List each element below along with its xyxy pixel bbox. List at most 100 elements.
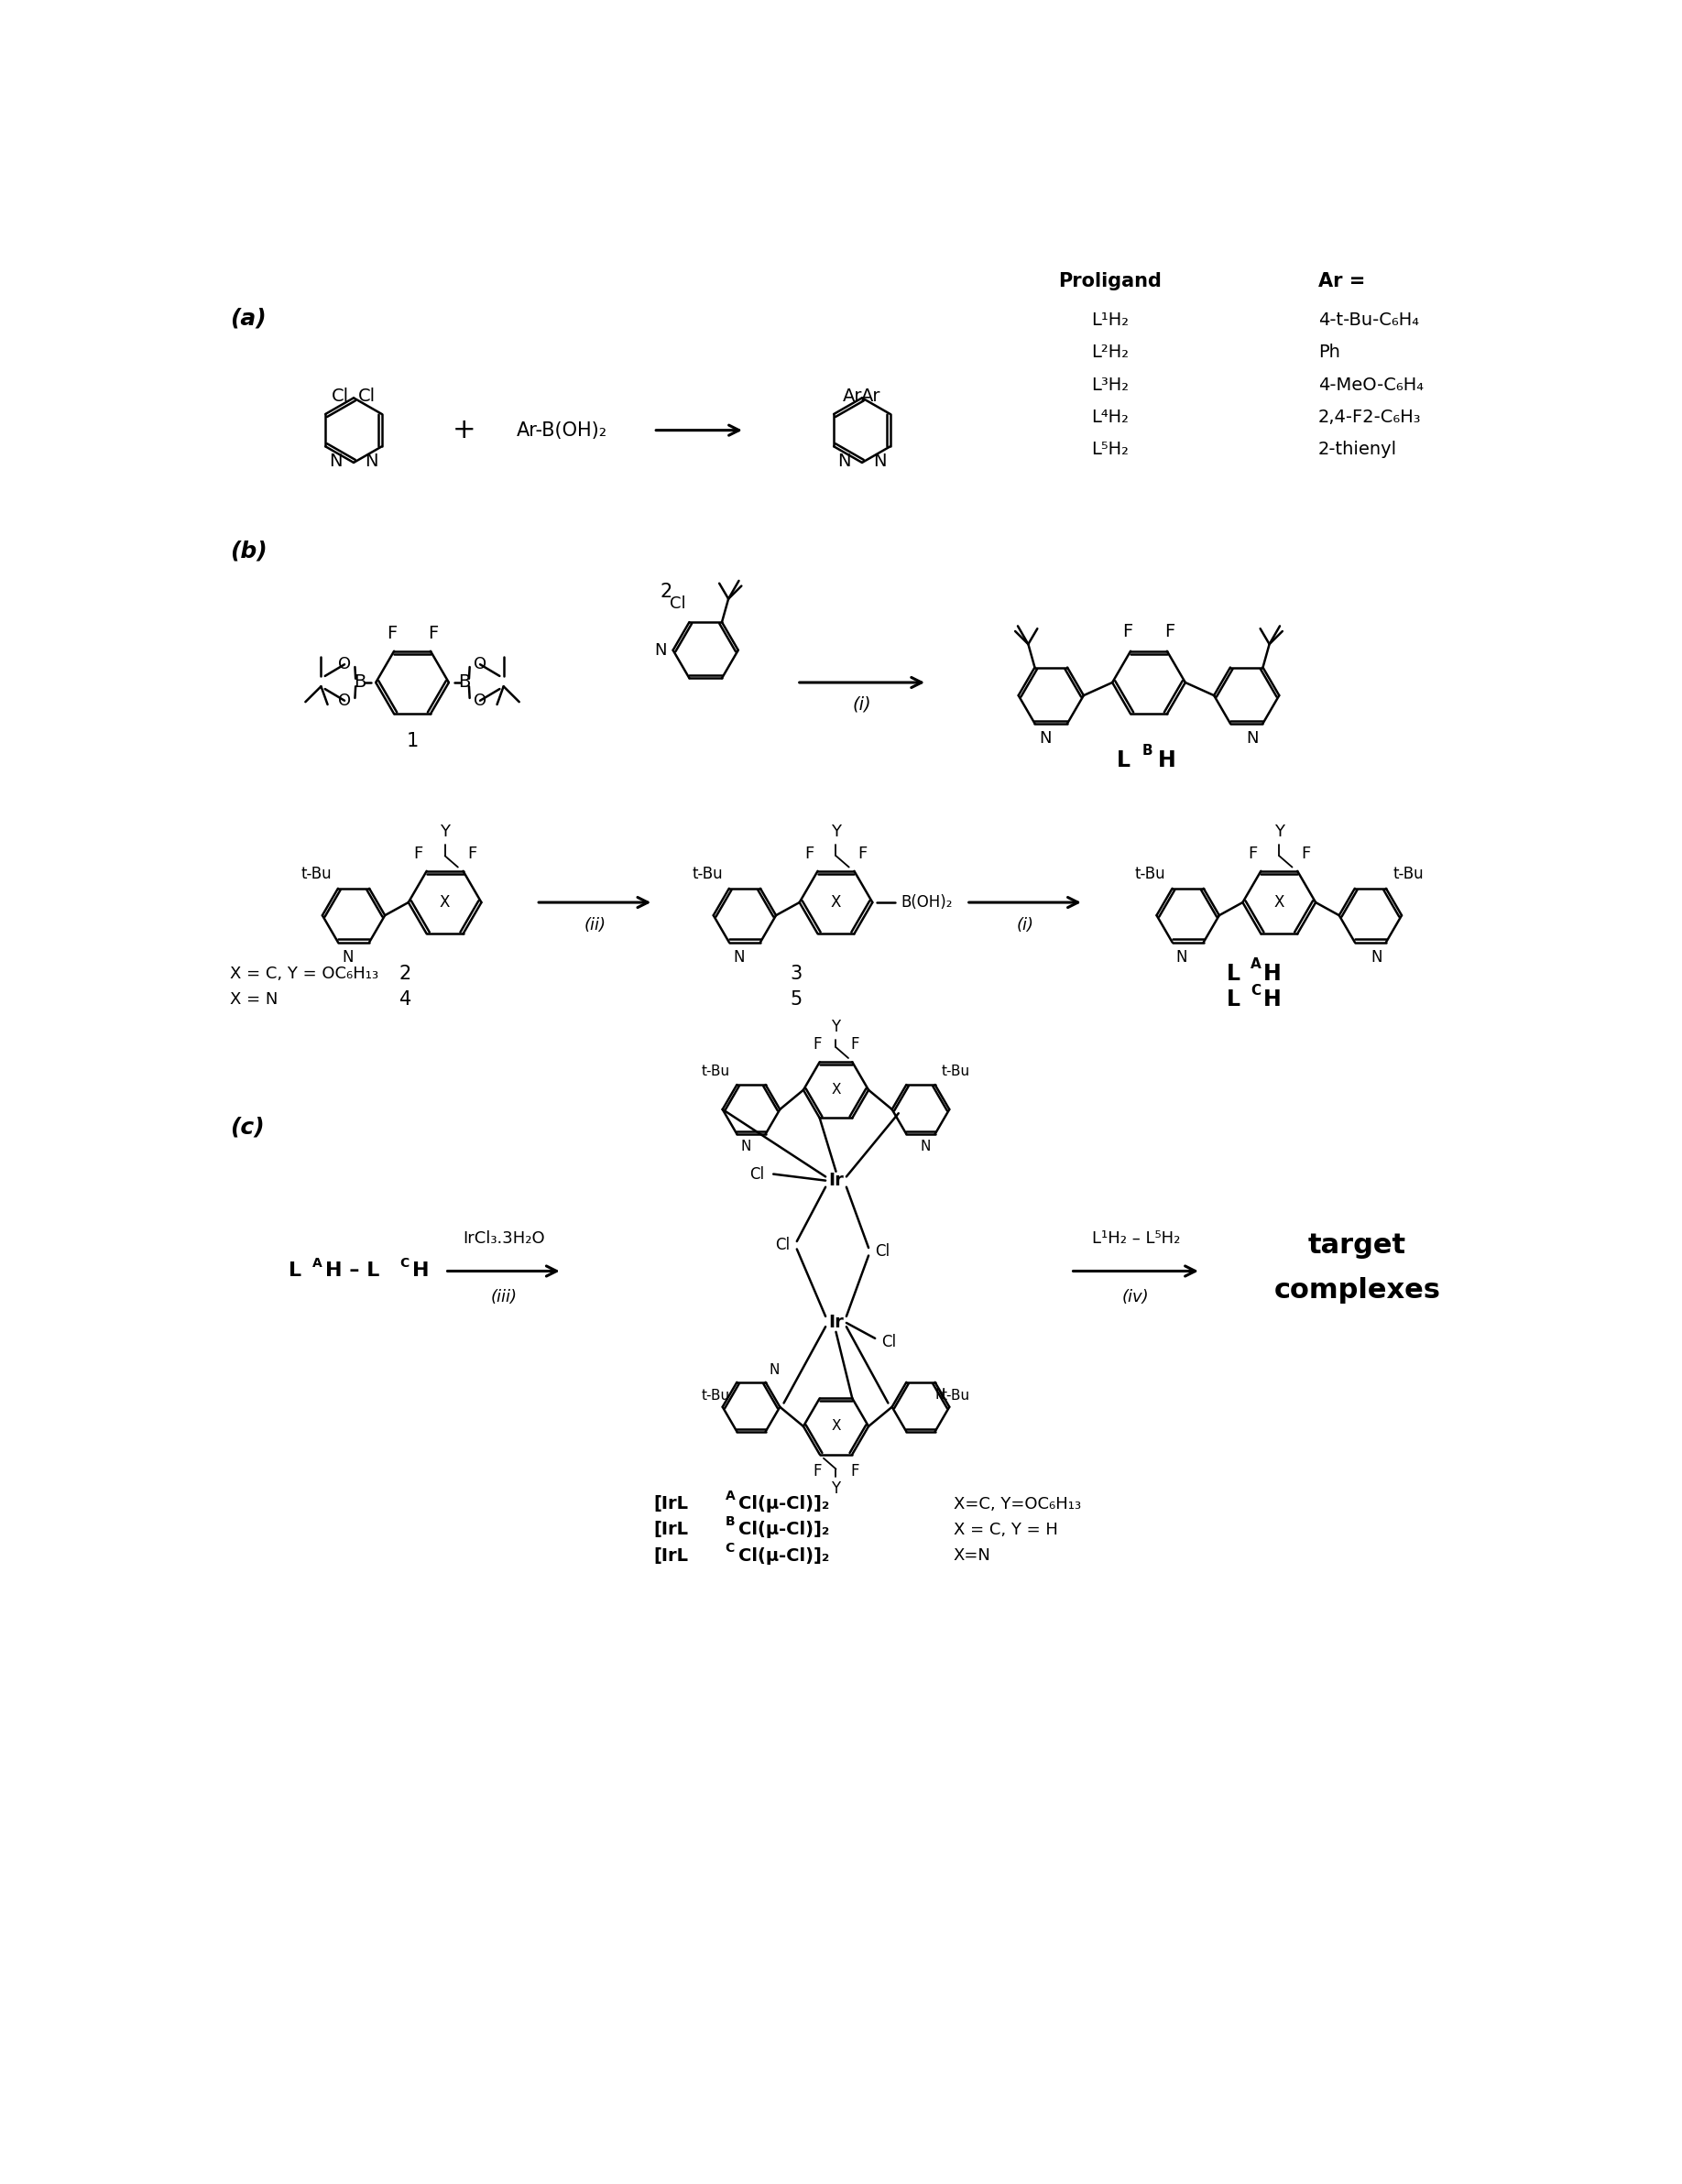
Text: Cl(μ-Cl)]₂: Cl(μ-Cl)]₂ <box>738 1546 829 1564</box>
Text: [IrL: [IrL <box>654 1546 688 1564</box>
Text: F: F <box>1164 622 1174 640</box>
Text: X = N: X = N <box>230 992 278 1007</box>
Text: O: O <box>474 692 486 710</box>
Text: Ph: Ph <box>1319 343 1341 360</box>
Text: Ir: Ir <box>828 1173 844 1190</box>
Text: Cl(μ-Cl)]₂: Cl(μ-Cl)]₂ <box>738 1496 829 1514</box>
Text: Y: Y <box>1275 823 1283 841</box>
Text: H: H <box>1263 989 1282 1011</box>
Text: t-Bu: t-Bu <box>701 1064 730 1079</box>
Text: X=C, Y=OC₆H₁₃: X=C, Y=OC₆H₁₃ <box>954 1496 1082 1511</box>
Text: Cl: Cl <box>358 387 375 404</box>
Text: Ar: Ar <box>861 387 881 404</box>
Text: Cl(μ-Cl)]₂: Cl(μ-Cl)]₂ <box>738 1520 829 1538</box>
Text: N: N <box>935 1389 945 1402</box>
Text: F: F <box>1124 622 1134 640</box>
Text: Cl: Cl <box>669 596 685 612</box>
Text: N: N <box>740 1140 752 1153</box>
Text: H – L: H – L <box>325 1262 380 1280</box>
Text: 2: 2 <box>399 965 412 983</box>
Text: 2: 2 <box>659 583 673 601</box>
Text: F: F <box>427 625 439 642</box>
Text: N: N <box>330 452 343 470</box>
Text: N: N <box>1371 948 1383 965</box>
Text: L: L <box>289 1262 301 1280</box>
Text: N: N <box>341 948 353 965</box>
Text: complexes: complexes <box>1273 1278 1441 1304</box>
Text: F: F <box>468 845 476 863</box>
Text: +: + <box>452 417 476 443</box>
Text: H: H <box>1263 963 1282 985</box>
Text: (c): (c) <box>230 1116 264 1138</box>
Text: N: N <box>365 452 378 470</box>
Text: Y: Y <box>831 1020 841 1035</box>
Text: Ar: Ar <box>843 387 863 404</box>
Text: N: N <box>873 452 886 470</box>
Text: (iv): (iv) <box>1122 1289 1149 1306</box>
Text: (a): (a) <box>230 308 266 330</box>
Text: Y: Y <box>831 823 841 841</box>
Text: L⁴H₂: L⁴H₂ <box>1092 408 1129 426</box>
Text: target: target <box>1309 1232 1406 1258</box>
Text: F: F <box>387 625 397 642</box>
Text: L³H₂: L³H₂ <box>1092 376 1129 393</box>
Text: Y: Y <box>441 823 449 841</box>
Text: F: F <box>812 1037 821 1053</box>
Text: O: O <box>474 655 486 673</box>
Text: F: F <box>414 845 422 863</box>
Text: X: X <box>439 893 451 911</box>
Text: O: O <box>338 655 352 673</box>
Text: F: F <box>1302 845 1310 863</box>
Text: Cl: Cl <box>875 1243 890 1260</box>
Text: 3: 3 <box>791 965 802 983</box>
Text: 4-MeO-C₆H₄: 4-MeO-C₆H₄ <box>1319 376 1423 393</box>
Text: [IrL: [IrL <box>654 1496 688 1514</box>
Text: [IrL: [IrL <box>654 1520 688 1538</box>
Text: L¹H₂ – L⁵H₂: L¹H₂ – L⁵H₂ <box>1092 1230 1179 1247</box>
Text: C: C <box>1250 983 1262 998</box>
Text: t-Bu: t-Bu <box>701 1389 730 1402</box>
Text: Cl: Cl <box>881 1334 897 1350</box>
Text: X=N: X=N <box>954 1548 991 1564</box>
Text: A: A <box>1250 957 1262 972</box>
Text: (b): (b) <box>230 539 267 561</box>
Text: B: B <box>1142 745 1152 758</box>
Text: (i): (i) <box>1016 917 1034 935</box>
Text: L⁵H₂: L⁵H₂ <box>1092 441 1129 459</box>
Text: t-Bu: t-Bu <box>1393 865 1423 882</box>
Text: H: H <box>1157 749 1176 771</box>
Text: t-Bu: t-Bu <box>942 1064 971 1079</box>
Text: A: A <box>311 1258 321 1269</box>
Text: C: C <box>725 1542 735 1555</box>
Text: X: X <box>831 1420 841 1433</box>
Text: N: N <box>838 452 851 470</box>
Text: B: B <box>458 675 471 690</box>
Text: F: F <box>1248 845 1256 863</box>
Text: N: N <box>1246 729 1258 747</box>
Text: Y: Y <box>831 1481 841 1498</box>
Text: 5: 5 <box>791 989 802 1009</box>
Text: (i): (i) <box>853 697 871 714</box>
Text: F: F <box>812 1463 821 1481</box>
Text: 4-t-Bu-C₆H₄: 4-t-Bu-C₆H₄ <box>1319 312 1420 330</box>
Text: B(OH)₂: B(OH)₂ <box>902 893 954 911</box>
Text: L: L <box>1228 989 1241 1011</box>
Text: F: F <box>858 845 868 863</box>
Text: 2,4-F2-C₆H₃: 2,4-F2-C₆H₃ <box>1319 408 1421 426</box>
Text: N: N <box>654 642 666 657</box>
Text: Cl: Cl <box>331 387 350 404</box>
Text: X = C, Y = H: X = C, Y = H <box>954 1522 1058 1538</box>
Text: F: F <box>804 845 814 863</box>
Text: 1: 1 <box>407 732 419 749</box>
Text: Ar =: Ar = <box>1319 273 1366 290</box>
Text: X: X <box>1273 893 1285 911</box>
Text: F: F <box>851 1037 860 1053</box>
Text: H: H <box>412 1262 429 1280</box>
Text: N: N <box>920 1140 932 1153</box>
Text: Proligand: Proligand <box>1058 273 1161 290</box>
Text: O: O <box>338 692 352 710</box>
Text: N: N <box>733 948 745 965</box>
Text: X: X <box>831 893 841 911</box>
Text: (iii): (iii) <box>489 1289 516 1306</box>
Text: N: N <box>1176 948 1187 965</box>
